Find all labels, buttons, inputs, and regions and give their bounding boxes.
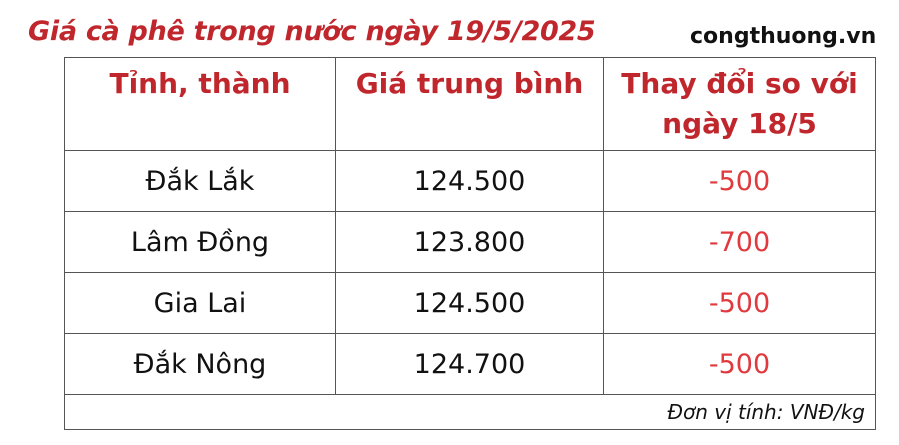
table-footer-row: Đơn vị tính: VNĐ/kg xyxy=(64,394,876,430)
coffee-price-table: Tỉnh, thành Giá trung bình Thay đổi so v… xyxy=(64,57,876,430)
change-cell: -700 xyxy=(603,211,876,273)
header-average-price: Giá trung bình xyxy=(335,57,604,151)
province-cell: Lâm Đồng xyxy=(64,211,336,273)
table-row: Lâm Đồng 123.800 -700 xyxy=(64,211,876,273)
price-cell: 124.700 xyxy=(335,333,604,395)
header-change: Thay đổi so với ngày 18/5 xyxy=(603,57,876,151)
province-cell: Đắk Lắk xyxy=(64,150,336,212)
change-cell: -500 xyxy=(603,150,876,212)
province-cell: Đắk Nông xyxy=(64,333,336,395)
table-row: Đắk Lắk 124.500 -500 xyxy=(64,150,876,212)
brand-watermark: congthuong.vn xyxy=(690,24,877,49)
province-cell: Gia Lai xyxy=(64,272,336,334)
table-row: Gia Lai 124.500 -500 xyxy=(64,272,876,334)
price-cell: 124.500 xyxy=(335,272,604,334)
price-cell: 123.800 xyxy=(335,211,604,273)
unit-note: Đơn vị tính: VNĐ/kg xyxy=(64,394,876,430)
change-cell: -500 xyxy=(603,272,876,334)
table-header-row: Tỉnh, thành Giá trung bình Thay đổi so v… xyxy=(64,57,876,151)
header-province: Tỉnh, thành xyxy=(64,57,336,151)
price-cell: 124.500 xyxy=(335,150,604,212)
page-title: Giá cà phê trong nước ngày 19/5/2025 xyxy=(28,16,596,47)
table-row: Đắk Nông 124.700 -500 xyxy=(64,333,876,395)
change-cell: -500 xyxy=(603,333,876,395)
